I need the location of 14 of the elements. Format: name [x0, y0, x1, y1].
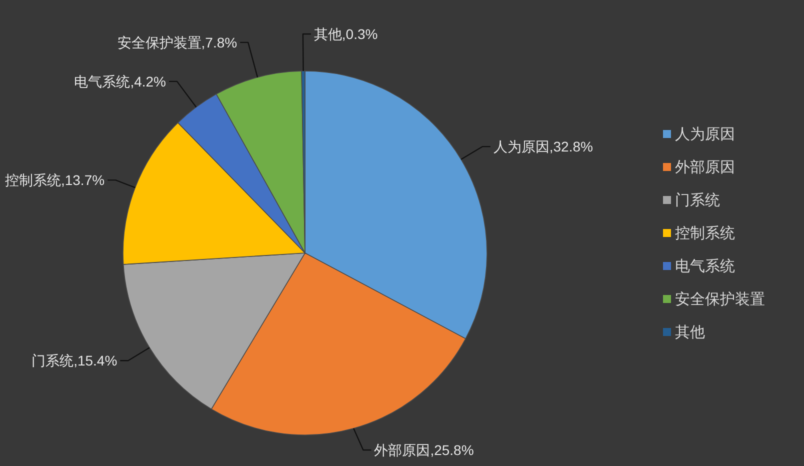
- legend-label: 电气系统: [675, 258, 735, 274]
- legend-label: 其他: [675, 324, 705, 340]
- legend-label: 门系统: [675, 192, 720, 208]
- data-label: 控制系统,13.7%: [4, 172, 105, 188]
- data-label: 电气系统,4.2%: [74, 73, 166, 90]
- data-label: 门系统,15.4%: [32, 352, 118, 369]
- data-label: 人为原因,32.8%: [493, 138, 593, 155]
- data-label: 其他,0.3%: [314, 26, 378, 42]
- legend-label: 外部原因: [675, 158, 735, 176]
- data-label: 外部原因,25.8%: [374, 442, 474, 458]
- legend-label: 控制系统: [675, 224, 735, 242]
- legend-label: 人为原因: [675, 126, 735, 142]
- legend-label: 安全保护装置: [675, 290, 765, 308]
- data-label: 安全保护装置,7.8%: [117, 34, 238, 50]
